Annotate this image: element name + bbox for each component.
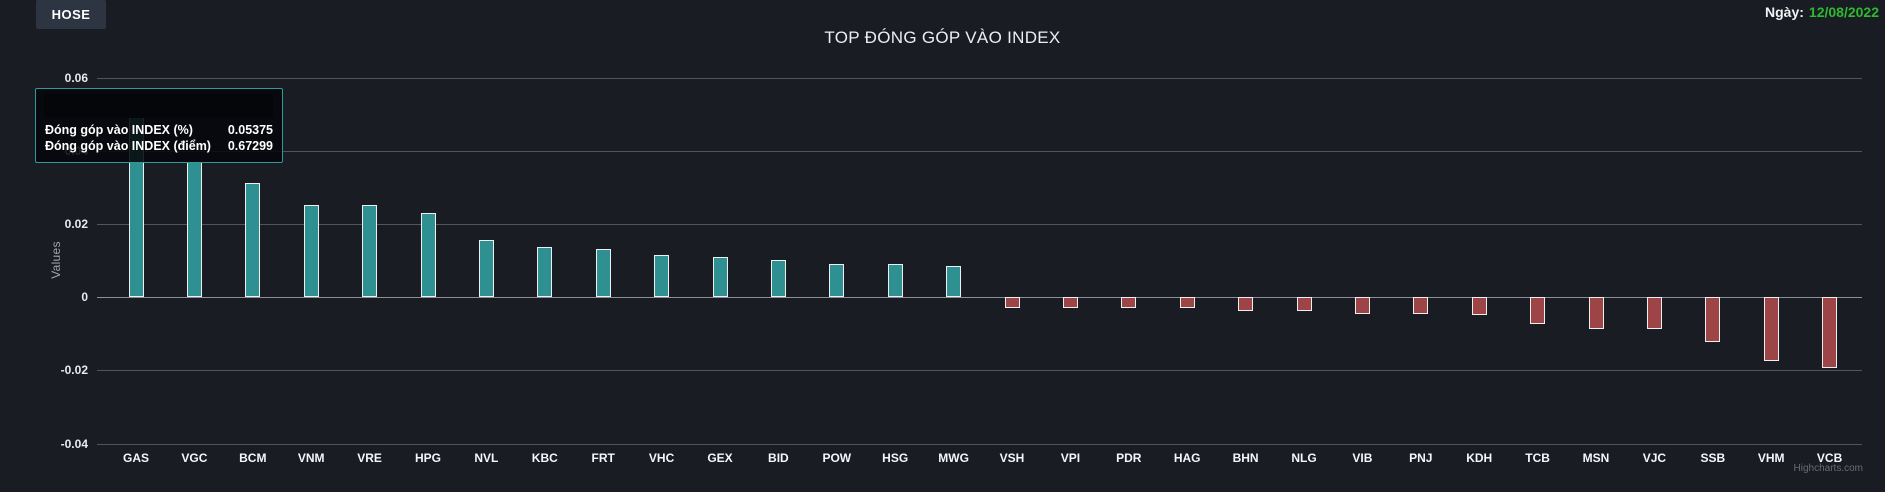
- x-tick-label-VNM: VNM: [297, 451, 325, 465]
- tooltip-series-value: 0.67299: [227, 139, 273, 153]
- bar-VNM[interactable]: [303, 204, 319, 298]
- x-tick-label-MSN: MSN: [1582, 451, 1610, 465]
- bar-HSG[interactable]: [887, 264, 903, 298]
- bar-VPI[interactable]: [1062, 297, 1078, 309]
- bar-TCB[interactable]: [1530, 297, 1546, 325]
- x-tick-label-NVL: NVL: [474, 451, 499, 465]
- x-tick-label-GAS: GAS: [122, 451, 149, 465]
- x-tick-label-HPG: HPG: [414, 451, 441, 465]
- bar-KDH[interactable]: [1471, 297, 1487, 315]
- tooltip-row-points: Đóng góp vào INDEX (điểm) 0.67299: [36, 138, 282, 154]
- x-tick-label-VRE: VRE: [357, 451, 382, 465]
- date-label: Ngày:: [1765, 4, 1804, 20]
- bar-HAG[interactable]: [1179, 297, 1195, 309]
- x-tick-label-VGC: VGC: [181, 451, 208, 465]
- gridline-0.06: [97, 77, 1862, 79]
- gridline-0.02: [97, 223, 1862, 225]
- x-tick-label-NLG: NLG: [1291, 451, 1317, 465]
- bar-HPG[interactable]: [420, 212, 436, 298]
- x-tick-label-GEX: GEX: [707, 451, 733, 465]
- tooltip-series-value: 0.05375: [227, 123, 273, 137]
- y-tick-label: 0.06: [64, 70, 88, 85]
- x-tick-label-VHC: VHC: [648, 451, 675, 465]
- bar-KBC[interactable]: [537, 246, 553, 298]
- bar-PNJ[interactable]: [1413, 297, 1429, 314]
- chart-title: TOP ĐÓNG GÓP VÀO INDEX: [824, 28, 1061, 47]
- chart-tooltip: Đóng góp vào INDEX (%) 0.05375 Đóng góp …: [35, 88, 283, 163]
- date-display: Ngày: 12/08/2022: [1765, 4, 1879, 20]
- gridline-0: [97, 297, 1862, 299]
- bar-MWG[interactable]: [946, 265, 962, 298]
- x-tick-label-TCB: TCB: [1525, 451, 1550, 465]
- bar-VIB[interactable]: [1354, 297, 1370, 314]
- bar-FRT[interactable]: [595, 249, 611, 298]
- tooltip-series-label: Đóng góp vào INDEX (%): [45, 123, 193, 137]
- bar-BID[interactable]: [770, 260, 786, 298]
- bar-NLG[interactable]: [1296, 297, 1312, 311]
- x-tick-label-VJC: VJC: [1642, 451, 1667, 465]
- bar-VSH[interactable]: [1004, 297, 1020, 309]
- gridline-0.04: [97, 150, 1862, 152]
- exchange-hose-button[interactable]: HOSE: [36, 0, 106, 29]
- bar-BCM[interactable]: [245, 183, 261, 298]
- y-tick-label: -0.04: [60, 436, 88, 451]
- x-tick-label-BHN: BHN: [1232, 451, 1259, 465]
- bar-VGC[interactable]: [186, 162, 202, 298]
- x-tick-label-VPI: VPI: [1060, 451, 1081, 465]
- tooltip-header: [44, 94, 273, 118]
- bar-VCB[interactable]: [1822, 297, 1838, 368]
- x-tick-label-VHM: VHM: [1757, 451, 1785, 465]
- x-tick-label-FRT: FRT: [591, 451, 615, 465]
- bar-MSN[interactable]: [1588, 297, 1604, 330]
- bar-SSB[interactable]: [1705, 297, 1721, 342]
- x-tick-label-VIB: VIB: [1352, 451, 1373, 465]
- x-tick-label-PNJ: PNJ: [1409, 451, 1433, 465]
- gridline--0.02: [97, 370, 1862, 372]
- x-tick-label-VCB: VCB: [1816, 451, 1843, 465]
- x-tick-label-POW: POW: [822, 451, 852, 465]
- y-tick-label: 0.02: [64, 216, 88, 231]
- bar-VHC[interactable]: [654, 255, 670, 298]
- x-tick-label-HSG: HSG: [882, 451, 909, 465]
- gridline--0.04: [97, 443, 1862, 445]
- x-tick-label-SSB: SSB: [1700, 451, 1726, 465]
- x-tick-label-PDR: PDR: [1116, 451, 1142, 465]
- y-tick-label: 0: [81, 290, 88, 305]
- bar-BHN[interactable]: [1238, 297, 1254, 311]
- highcharts-credit-link[interactable]: Highcharts.com: [1793, 463, 1863, 474]
- x-tick-label-BID: BID: [768, 451, 789, 465]
- bar-VJC[interactable]: [1646, 297, 1662, 330]
- x-tick-label-HAG: HAG: [1173, 451, 1201, 465]
- tooltip-row-percent: Đóng góp vào INDEX (%) 0.05375: [36, 122, 282, 138]
- y-axis-title: Values: [49, 241, 63, 279]
- x-tick-label-BCM: BCM: [239, 451, 267, 465]
- x-tick-label-VSH: VSH: [999, 451, 1025, 465]
- tooltip-series-label: Đóng góp vào INDEX (điểm): [45, 139, 211, 153]
- bar-VHM[interactable]: [1763, 297, 1779, 362]
- bar-PDR[interactable]: [1121, 297, 1137, 309]
- bar-NVL[interactable]: [478, 240, 494, 298]
- bar-GEX[interactable]: [712, 256, 728, 298]
- x-tick-label-KBC: KBC: [531, 451, 558, 465]
- date-value: 12/08/2022: [1808, 4, 1879, 20]
- x-tick-label-KDH: KDH: [1466, 451, 1493, 465]
- bar-VRE[interactable]: [362, 205, 378, 298]
- bar-POW[interactable]: [829, 263, 845, 298]
- x-tick-label-MWG: MWG: [938, 451, 969, 465]
- y-tick-label: -0.02: [60, 363, 88, 378]
